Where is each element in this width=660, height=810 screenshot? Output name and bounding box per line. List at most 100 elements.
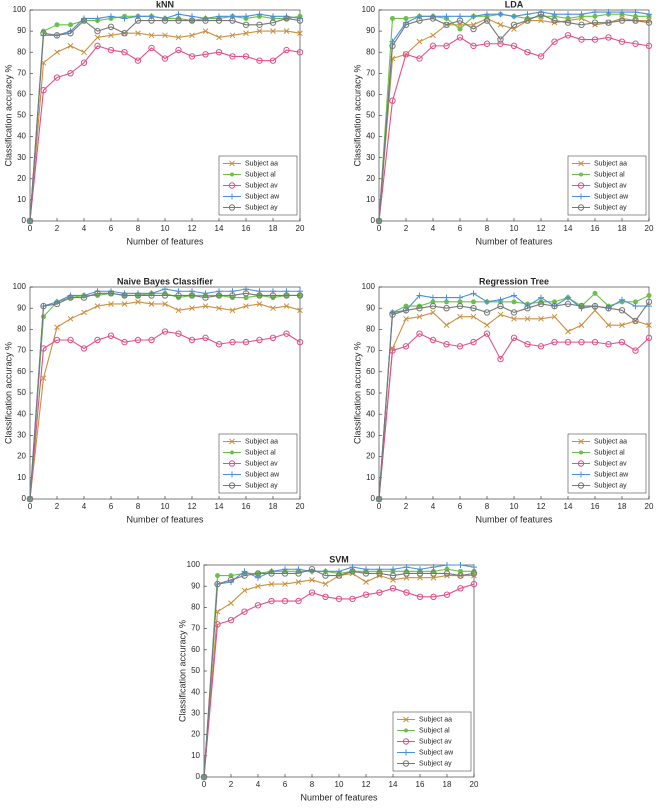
marker (632, 40, 639, 47)
y-tick-label: 30 (17, 431, 26, 440)
legend: Subject aa Subject al Subject av Subject aw… (567, 433, 647, 494)
marker (296, 338, 304, 346)
marker (227, 616, 235, 624)
marker (632, 347, 639, 354)
marker (256, 301, 263, 307)
x-tick-label: 4 (431, 502, 436, 511)
series-line (203, 583, 475, 778)
marker (551, 338, 558, 346)
legend-marker (403, 749, 409, 756)
legend-label: Subject aa (594, 438, 627, 445)
marker (175, 330, 182, 337)
marker (538, 17, 544, 24)
legend-marker (229, 160, 235, 167)
legend-label: Subject al (245, 171, 276, 178)
x-tick-label: 20 (645, 502, 654, 511)
x-tick-label: 0 (377, 224, 382, 233)
marker (389, 311, 396, 318)
marker (497, 355, 504, 363)
marker (483, 330, 491, 337)
marker (283, 303, 290, 309)
chart-title: Naive Bayes Classifier (117, 276, 214, 286)
x-tick-label: 8 (310, 780, 315, 789)
y-tick-label: 60 (17, 367, 26, 376)
marker (229, 32, 236, 39)
marker (457, 572, 464, 579)
x-tick-label: 4 (82, 224, 87, 233)
x-tick-label: 10 (161, 502, 170, 511)
y-axis-label: Classification accuracy % (3, 64, 13, 166)
x-tick-label: 14 (564, 224, 573, 233)
y-tick-label: 50 (17, 111, 26, 120)
legend-marker (230, 450, 234, 455)
marker (242, 21, 250, 28)
marker (26, 495, 34, 503)
marker (484, 11, 490, 18)
marker (592, 290, 598, 296)
y-tick-label: 10 (17, 473, 26, 482)
y-tick-label: 90 (17, 303, 26, 312)
legend-label: Subject al (594, 171, 625, 178)
marker (645, 298, 653, 306)
marker (416, 38, 423, 45)
legend-label: Subject al (594, 449, 625, 456)
marker (202, 17, 209, 24)
y-tick-label: 50 (366, 388, 375, 397)
marker (94, 27, 101, 35)
marker (619, 296, 625, 303)
marker (349, 568, 356, 575)
series (375, 330, 653, 503)
marker (429, 336, 437, 344)
marker (108, 301, 114, 307)
marker (269, 292, 277, 299)
legend-marker (577, 482, 585, 489)
y-tick-label: 40 (17, 409, 26, 418)
marker (470, 42, 477, 50)
marker (416, 55, 423, 62)
marker (94, 42, 101, 50)
legend-label: Subject av (594, 460, 627, 467)
marker (121, 30, 128, 37)
marker (443, 42, 450, 50)
marker (54, 22, 60, 28)
marker (216, 305, 222, 312)
marker (376, 589, 383, 596)
legend-marker (402, 760, 410, 767)
marker (134, 292, 142, 299)
marker (470, 338, 477, 346)
marker (175, 11, 182, 18)
marker (605, 341, 612, 348)
marker (161, 292, 169, 299)
marker (229, 53, 236, 60)
marker (403, 570, 410, 577)
marker (402, 307, 410, 314)
chart-title: kNN (156, 0, 174, 9)
y-tick-label: 90 (191, 581, 200, 590)
marker (363, 579, 369, 585)
legend-label: Subject aa (419, 716, 452, 723)
legend-marker (404, 728, 408, 733)
marker (483, 17, 491, 24)
marker (632, 303, 639, 310)
marker (202, 294, 209, 301)
y-tick-label: 0 (22, 494, 27, 503)
marker (67, 70, 74, 77)
y-tick-label: 90 (366, 26, 375, 35)
marker (256, 292, 263, 299)
x-tick-label: 2 (229, 780, 234, 789)
marker (524, 17, 531, 24)
marker (578, 36, 585, 43)
marker (94, 303, 101, 309)
x-tick-label: 14 (215, 502, 224, 511)
marker (403, 589, 410, 596)
marker (402, 343, 410, 350)
marker (511, 299, 517, 305)
marker (591, 19, 599, 26)
marker (497, 311, 504, 318)
series-line (378, 34, 650, 222)
legend-label: Subject aw (594, 193, 629, 200)
x-tick-label: 18 (618, 224, 627, 233)
marker (67, 30, 74, 37)
legend-label: Subject aa (245, 160, 278, 167)
marker (565, 294, 571, 301)
